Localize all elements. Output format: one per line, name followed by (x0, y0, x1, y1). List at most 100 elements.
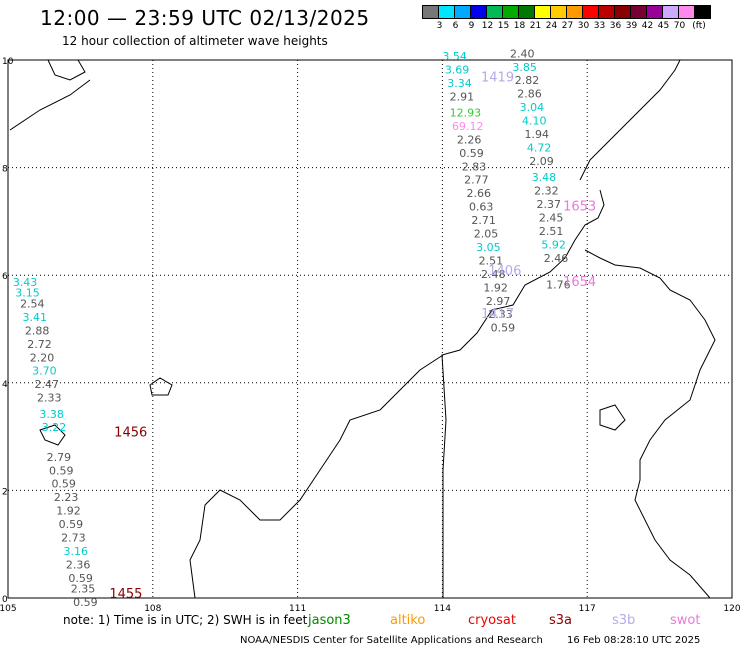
color-legend-label: 27 (561, 21, 574, 31)
wave-height-label: 1.94 (524, 128, 549, 141)
wave-height-label: 2.36 (66, 558, 91, 571)
satellite-legend-item: s3a (549, 613, 573, 628)
color-legend-label: 24 (545, 21, 558, 31)
pass-time-label: 1417 (481, 307, 514, 322)
wave-height-label: 3.43 (13, 276, 38, 289)
wave-height-label: 0.59 (49, 464, 74, 477)
longitude-tick-label: 120 (723, 604, 740, 614)
color-legend-label: 18 (513, 21, 526, 31)
color-legend-label: 36 (609, 21, 622, 31)
wave-height-label: 0.59 (51, 478, 76, 491)
credit-text: NOAA/NESDIS Center for Satellite Applica… (240, 635, 543, 646)
map-subtitle: 12 hour collection of altimeter wave hei… (62, 34, 328, 48)
color-legend-label: 12 (481, 21, 494, 31)
wave-height-label: 3.16 (64, 545, 89, 558)
longitude-tick-label: 108 (144, 604, 161, 614)
coastline (189, 354, 444, 599)
wave-height-label: 2.66 (467, 187, 492, 200)
wave-height-label: 2.54 (20, 297, 45, 310)
wave-height-label: 2.33 (37, 392, 62, 405)
coastline (149, 377, 173, 396)
wave-height-label: 2.37 (537, 198, 562, 211)
wave-height-label: 0.59 (59, 518, 84, 531)
wave-height-label: 2.48 (481, 268, 506, 281)
wave-height-label: 2.77 (464, 174, 489, 187)
wave-height-label: 2.23 (54, 491, 79, 504)
latitude-tick-label: 10 (2, 57, 14, 67)
wave-height-label: 2.45 (539, 211, 564, 224)
color-legend-label: 42 (641, 21, 654, 31)
latitude-tick-label: 8 (2, 165, 8, 175)
coastline (39, 424, 66, 446)
latitude-tick-label: 6 (2, 272, 8, 282)
pass-time-label: 1653 (563, 200, 596, 215)
wave-height-label: 2.51 (539, 225, 564, 238)
wave-height-label: 3.41 (22, 311, 47, 324)
color-legend-label: 6 (452, 21, 459, 31)
color-legend-label: 33 (593, 21, 606, 31)
color-legend-label: 21 (529, 21, 542, 31)
wave-height-label: 2.79 (47, 451, 72, 464)
wave-height-label: 3.54 (442, 50, 467, 63)
wave-height-label: 3.04 (520, 101, 545, 114)
wave-height-label: 2.40 (510, 47, 535, 60)
wave-height-label: 2.73 (61, 532, 86, 545)
wave-height-label: 2.46 (544, 252, 569, 265)
wave-height-label: 1.92 (483, 281, 508, 294)
color-legend-label: 45 (657, 21, 670, 31)
wave-height-label: 2.33 (488, 308, 512, 321)
longitude-tick-label: 105 (0, 604, 17, 614)
satellite-legend-item: s3b (612, 613, 636, 628)
wave-height-label: 2.47 (35, 378, 60, 391)
wave-height-color-legend (422, 5, 711, 19)
color-legend-swatch (694, 5, 711, 19)
pass-time-label: 1654 (563, 275, 596, 290)
pass-time-label: 1456 (114, 426, 147, 441)
wave-height-label: 2.82 (515, 74, 540, 87)
satellite-legend-item: cryosat (468, 613, 516, 628)
wave-height-label: 2.86 (517, 88, 542, 101)
pass-time-label: 1455 (109, 587, 142, 602)
wave-height-label: 12.93 (450, 106, 482, 119)
footer-note: note: 1) Time is in UTC; 2) SWH is in fe… (63, 613, 308, 627)
coastline (599, 404, 626, 431)
wave-height-label: 0.59 (491, 322, 515, 335)
wave-height-label: 0.59 (459, 147, 484, 160)
wave-height-label: 3.34 (447, 77, 472, 90)
wave-height-label: 69.12 (452, 120, 484, 133)
wave-height-label: 2.72 (27, 338, 52, 351)
wave-height-label: 3.69 (445, 63, 470, 76)
wave-height-label: 2.32 (534, 185, 559, 198)
coastline (579, 59, 681, 181)
timestamp-text: 16 Feb 08:28:10 UTC 2025 (567, 635, 701, 646)
satellite-legend-item: jason3 (308, 613, 351, 628)
color-legend-label: 15 (497, 21, 510, 31)
color-legend-label: 30 (577, 21, 590, 31)
wave-height-label: 3.48 (532, 171, 557, 184)
wave-height-label: 3.05 (476, 241, 501, 254)
coastline (441, 189, 605, 598)
pass-time-label: 1406 (488, 264, 521, 279)
satellite-legend-item: altiko (390, 613, 426, 628)
wave-height-label: 2.05 (474, 228, 499, 241)
wave-height-label: 2.20 (30, 351, 55, 364)
wave-height-label: 2.83 (462, 160, 487, 173)
map-frame (7, 59, 733, 599)
wave-height-label: 2.35 (71, 583, 96, 596)
wave-height-label: 4.72 (527, 141, 552, 154)
color-legend-label: 70 (673, 21, 686, 31)
coastline (584, 249, 716, 599)
color-legend-label: 39 (625, 21, 638, 31)
longitude-tick-label: 114 (434, 604, 451, 614)
coastline (47, 59, 86, 81)
longitude-tick-label: 117 (579, 604, 596, 614)
color-legend-label: 3 (436, 21, 443, 31)
color-legend-unit: (ft) (692, 21, 706, 31)
wave-height-label: 5.92 (541, 238, 566, 251)
wave-height-label: 2.51 (479, 254, 504, 267)
wave-height-label: 3.85 (512, 61, 537, 74)
wave-height-label: 1.76 (546, 279, 571, 292)
wave-height-label: 0.59 (73, 596, 98, 609)
